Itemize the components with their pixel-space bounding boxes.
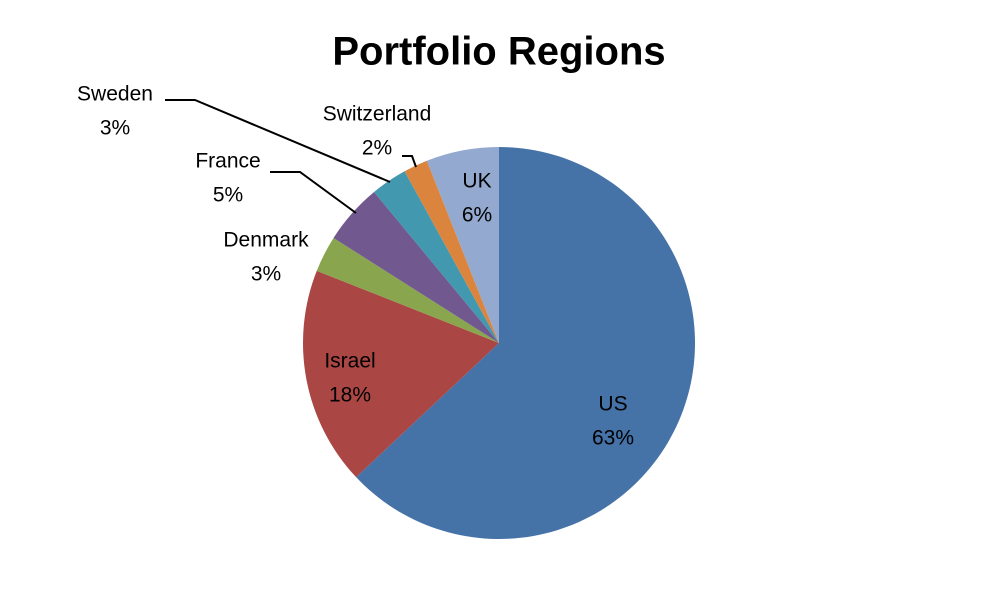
pie-slice xyxy=(404,160,499,343)
slice-label: France xyxy=(195,150,260,173)
leader-line xyxy=(270,171,357,214)
slice-label: Switzerland xyxy=(323,103,432,126)
slice-label: Sweden xyxy=(77,83,153,106)
slice-value-label: 3% xyxy=(100,117,130,140)
slice-label: Denmark xyxy=(223,229,309,252)
pie-slice xyxy=(303,270,499,478)
pie-slice xyxy=(333,191,499,343)
slice-value-label: 3% xyxy=(251,263,281,286)
slice-value-label: 18% xyxy=(329,384,371,407)
pie-slice xyxy=(316,237,499,343)
slice-value-label: 2% xyxy=(362,137,392,160)
chart-title: Portfolio Regions xyxy=(332,30,665,74)
leader-line xyxy=(165,99,391,183)
pie-slice xyxy=(374,171,499,343)
slice-label: UK xyxy=(462,170,491,193)
leader-line xyxy=(402,155,417,168)
slice-value-label: 5% xyxy=(213,184,243,207)
pie-slice xyxy=(356,147,696,540)
slice-label: US xyxy=(598,393,627,416)
slice-value-label: 6% xyxy=(462,204,492,227)
slice-value-label: 63% xyxy=(592,427,634,450)
slice-label: Israel xyxy=(324,350,375,373)
pie-slice xyxy=(426,147,499,343)
